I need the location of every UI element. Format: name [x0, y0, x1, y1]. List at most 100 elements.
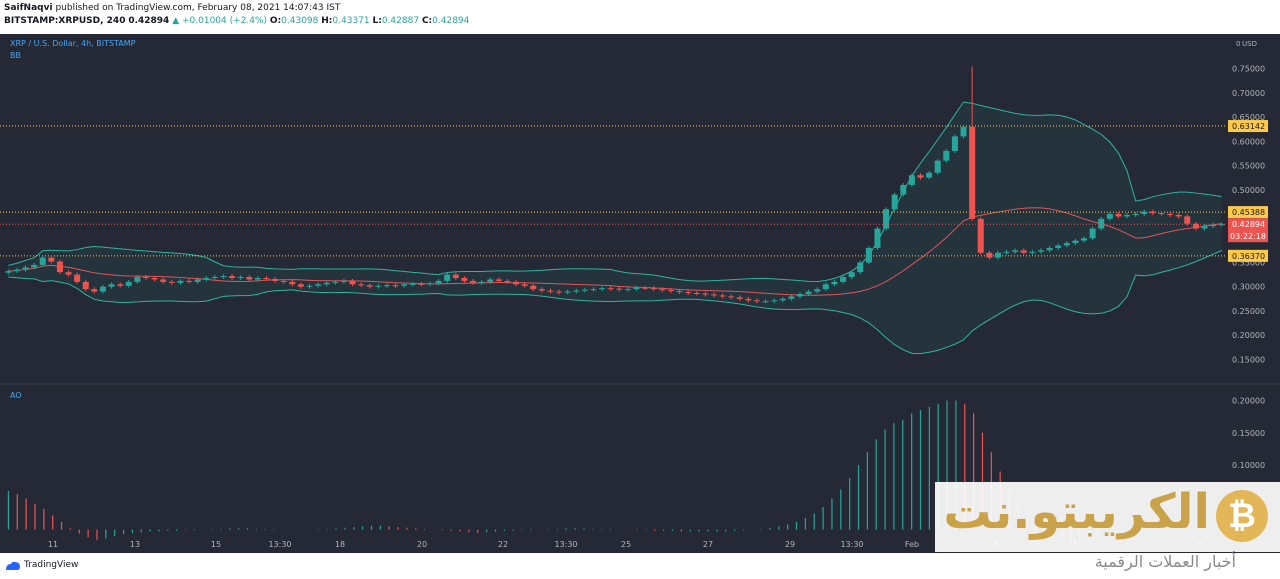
y-tick-label: 0.50000 [1232, 186, 1265, 195]
candle-body [211, 277, 218, 279]
author-name[interactable]: SaifNaqvi [4, 3, 53, 13]
candle-body [1192, 223, 1199, 229]
candle-body [1098, 218, 1105, 229]
open-label: O: [269, 16, 282, 26]
candle-body [1029, 251, 1036, 253]
price-chart[interactable]: 0.150000.200000.250000.300000.350000.400… [0, 34, 1280, 553]
candle-body [91, 289, 98, 292]
candle-body [736, 297, 743, 299]
candle-body [969, 126, 976, 219]
candle-body [564, 291, 571, 293]
candle-body [478, 281, 485, 283]
candle-body [272, 278, 279, 281]
candle-body [1063, 243, 1070, 246]
candle-body [1003, 251, 1010, 253]
x-tick-label: 15 [211, 540, 221, 549]
low-label: L: [372, 16, 382, 26]
bb-indicator-legend[interactable]: BB [10, 51, 21, 60]
y-tick-label: 0.70000 [1232, 89, 1265, 98]
candle-body [358, 284, 365, 286]
price-marker-label: 0.42894 [1232, 220, 1265, 229]
candle-body [762, 301, 769, 303]
ao-indicator-legend[interactable]: AO [10, 391, 22, 400]
candle-body [134, 277, 141, 282]
price-marker-bg [1228, 218, 1268, 243]
candle-body [332, 281, 339, 283]
bb-upper-band [8, 101, 1222, 283]
candle-body [254, 278, 261, 280]
candle-body [1141, 211, 1148, 214]
candle-body [186, 280, 193, 282]
candle-body [306, 285, 313, 287]
candle-body [375, 285, 382, 287]
x-tick-label: 13:30 [840, 540, 863, 549]
x-tick-label: 11 [48, 540, 58, 549]
candle-body [1080, 238, 1088, 241]
candle-body [383, 285, 390, 287]
candle-body [1175, 214, 1182, 217]
candle-body [340, 280, 347, 282]
candle-body [943, 150, 950, 161]
y-tick-label: 0.75000 [1232, 65, 1265, 74]
candle-body [1210, 224, 1217, 227]
candle-body [48, 257, 55, 262]
publish-text: published on TradingView.com, February 0… [55, 3, 341, 13]
chart-symbol-legend[interactable]: XRP / U.S. Dollar, 4h, BITSTAMP [10, 39, 136, 48]
close-label: C: [421, 16, 433, 26]
candle-body [883, 209, 890, 229]
chart-area[interactable]: 0.150000.200000.250000.300000.350000.400… [0, 34, 1280, 553]
candle-body [56, 261, 63, 273]
candle-body [31, 264, 38, 268]
candle-body [22, 267, 29, 270]
level-label-bg [1228, 249, 1268, 262]
candle-body [805, 291, 812, 294]
tradingview-brand[interactable]: TradingView [24, 560, 79, 570]
candle-body [13, 269, 20, 272]
close-value: 0.42894 [432, 16, 470, 26]
candle-body [788, 296, 795, 299]
publish-info: SaifNaqvi published on TradingView.com, … [4, 3, 340, 13]
level-label: 0.63142 [1232, 122, 1265, 131]
candle-body [624, 289, 631, 291]
candle-body [650, 288, 657, 290]
y-tick-label: 0.30000 [1232, 283, 1265, 292]
level-label: 0.45388 [1232, 208, 1265, 217]
watermark-logo-text: الكريبتو.نت [943, 484, 1210, 540]
candle-body [418, 283, 425, 285]
candle-body [659, 289, 666, 291]
y-tick-label: 0.60000 [1232, 137, 1265, 146]
candle-body [960, 126, 967, 137]
candle-body [599, 288, 606, 290]
candle-body [1115, 214, 1122, 217]
candle-body [177, 280, 184, 283]
candle-body [521, 284, 528, 286]
axis-zero-label: 0 [1236, 40, 1240, 48]
candle-body [461, 278, 468, 281]
candle-body [1201, 226, 1208, 229]
y-tick-label: 0.25000 [1232, 307, 1265, 316]
candle-body [117, 284, 124, 286]
candle-body [1149, 211, 1156, 214]
candle-body [5, 271, 12, 273]
candle-body [753, 300, 761, 302]
candle-body [401, 284, 408, 286]
candle-body [39, 257, 46, 265]
candle-body [108, 284, 115, 287]
candle-body [607, 288, 614, 290]
candle-body [469, 280, 477, 283]
candle-body [246, 277, 253, 280]
tradingview-logo-icon[interactable] [5, 561, 21, 571]
candle-body [323, 282, 330, 285]
candle-body [168, 281, 175, 283]
candle-body [1037, 250, 1044, 252]
candle-body [719, 295, 726, 297]
candle-body [297, 284, 304, 287]
candle-body [556, 291, 563, 293]
candle-body [616, 288, 623, 290]
candle-body [392, 285, 399, 287]
candle-body [74, 274, 81, 282]
candle-body [1167, 214, 1174, 215]
candle-body [891, 194, 898, 210]
candle-body [547, 290, 554, 292]
x-tick-label: 18 [335, 540, 345, 549]
